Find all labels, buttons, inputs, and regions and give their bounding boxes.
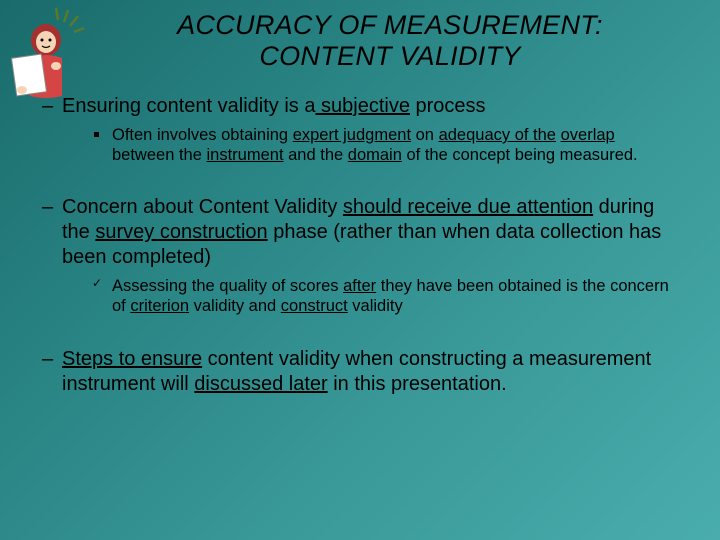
bullet-2: Concern about Content Validity should re… <box>62 195 680 270</box>
title-line2: CONTENT VALIDITY <box>259 41 520 71</box>
spacer-2 <box>40 335 680 347</box>
bullet-1-u1: subjective <box>315 95 410 117</box>
bullet-1-suffix: process <box>410 95 486 117</box>
b11-u5: domain <box>348 146 402 164</box>
b11-t2: on <box>411 126 439 144</box>
b11-u1: expert judgment <box>293 126 411 144</box>
b11-u3: overlap <box>561 126 615 144</box>
b21-t1: Assessing the quality of scores <box>112 277 343 295</box>
b21-u2: criterion <box>130 297 189 315</box>
spacer-1 <box>40 183 680 195</box>
b2-u1: should receive due attention <box>343 196 593 218</box>
bullet-1-text: Ensuring content validity is a <box>62 95 315 117</box>
b3-u2: discussed later <box>194 373 327 395</box>
b11-t1: Often involves obtaining <box>112 126 293 144</box>
b11-u2: adequacy of the <box>439 126 556 144</box>
bullet-3: Steps to ensure content validity when co… <box>62 347 680 397</box>
b3-t2: in this presentation. <box>328 373 507 395</box>
b21-u1: after <box>343 277 376 295</box>
b2-t1: Concern about Content Validity <box>62 196 343 218</box>
b11-t6: of the concept being measured. <box>402 146 638 164</box>
title-line1: ACCURACY OF MEASUREMENT: <box>177 10 603 40</box>
b11-t4: between the <box>112 146 207 164</box>
b11-u4: instrument <box>207 146 284 164</box>
b21-t3: validity and <box>189 297 281 315</box>
b21-t4: validity <box>348 297 403 315</box>
b3-u1: Steps to ensure <box>62 348 202 370</box>
b11-t5: and the <box>284 146 348 164</box>
b21-u3: construct <box>281 297 348 315</box>
slide-container: ACCURACY OF MEASUREMENT: CONTENT VALIDIT… <box>0 0 720 540</box>
bullet-1: Ensuring content validity is a subjectiv… <box>62 94 680 119</box>
slide-title: ACCURACY OF MEASUREMENT: CONTENT VALIDIT… <box>100 10 680 72</box>
b2-u2: survey construction <box>95 221 267 243</box>
bullet-2-1: Assessing the quality of scores after th… <box>112 276 670 316</box>
bullet-1-1: Often involves obtaining expert judgment… <box>112 125 670 165</box>
person-clipart <box>8 6 86 106</box>
